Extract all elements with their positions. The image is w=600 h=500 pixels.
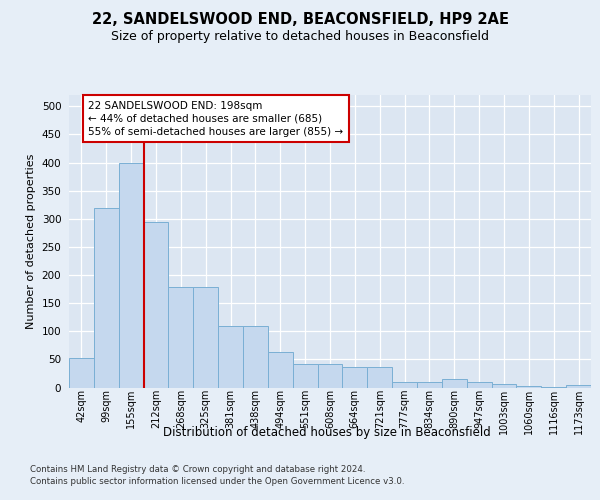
Bar [467,382,491,388]
Text: Contains public sector information licensed under the Open Government Licence v3: Contains public sector information licen… [30,477,404,486]
Bar [491,384,517,388]
Text: Contains HM Land Registry data © Crown copyright and database right 2024.: Contains HM Land Registry data © Crown c… [30,465,365,474]
Text: 22 SANDELSWOOD END: 198sqm
← 44% of detached houses are smaller (685)
55% of sem: 22 SANDELSWOOD END: 198sqm ← 44% of deta… [88,100,344,137]
Bar [566,384,591,388]
Bar [69,358,94,388]
Bar [293,364,317,388]
Text: Distribution of detached houses by size in Beaconsfield: Distribution of detached houses by size … [163,426,491,439]
Bar [343,366,367,388]
Bar [442,379,467,388]
Bar [367,366,392,388]
Text: 22, SANDELSWOOD END, BEACONSFIELD, HP9 2AE: 22, SANDELSWOOD END, BEACONSFIELD, HP9 2… [91,12,509,28]
Bar [517,386,541,388]
Bar [317,364,343,388]
Bar [417,382,442,388]
Bar [268,352,293,388]
Y-axis label: Number of detached properties: Number of detached properties [26,154,36,329]
Bar [94,208,119,388]
Bar [119,162,143,388]
Bar [541,387,566,388]
Text: Size of property relative to detached houses in Beaconsfield: Size of property relative to detached ho… [111,30,489,43]
Bar [169,288,193,388]
Bar [243,326,268,388]
Bar [143,222,169,388]
Bar [193,288,218,388]
Bar [392,382,417,388]
Bar [218,326,243,388]
